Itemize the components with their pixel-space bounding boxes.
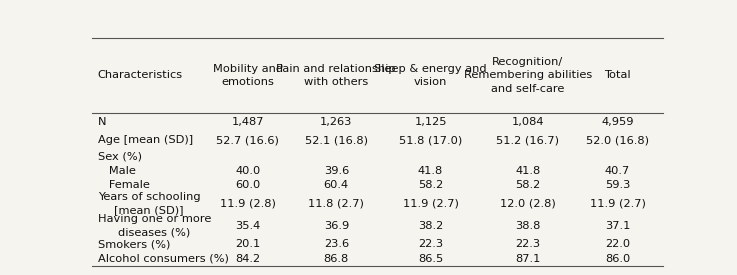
Text: Having one or more
diseases (%): Having one or more diseases (%) xyxy=(98,214,212,238)
Text: 41.8: 41.8 xyxy=(515,166,540,176)
Text: 52.0 (16.8): 52.0 (16.8) xyxy=(586,136,649,145)
Text: Male: Male xyxy=(98,166,136,176)
Text: 39.6: 39.6 xyxy=(324,166,349,176)
Text: 41.8: 41.8 xyxy=(418,166,443,176)
Text: 58.2: 58.2 xyxy=(418,180,443,191)
Text: 86.8: 86.8 xyxy=(324,254,349,264)
Text: 52.1 (16.8): 52.1 (16.8) xyxy=(305,136,368,145)
Text: 60.0: 60.0 xyxy=(235,180,260,191)
Text: 11.9 (2.7): 11.9 (2.7) xyxy=(590,199,646,209)
Text: 4,959: 4,959 xyxy=(601,117,634,128)
Text: Recognition/
Remembering abilities
and self-care: Recognition/ Remembering abilities and s… xyxy=(464,57,592,94)
Text: 52.7 (16.6): 52.7 (16.6) xyxy=(217,136,279,145)
Text: 35.4: 35.4 xyxy=(235,221,260,231)
Text: 36.9: 36.9 xyxy=(324,221,349,231)
Text: N: N xyxy=(98,117,106,128)
Text: Age [mean (SD)]: Age [mean (SD)] xyxy=(98,136,193,145)
Text: 60.4: 60.4 xyxy=(324,180,349,191)
Text: 1,084: 1,084 xyxy=(511,117,544,128)
Text: 51.2 (16.7): 51.2 (16.7) xyxy=(496,136,559,145)
Text: Years of schooling
[mean (SD)]: Years of schooling [mean (SD)] xyxy=(98,192,200,215)
Text: 51.8 (17.0): 51.8 (17.0) xyxy=(399,136,462,145)
Text: 86.0: 86.0 xyxy=(605,254,630,264)
Text: Characteristics: Characteristics xyxy=(98,70,183,80)
Text: 11.9 (2.8): 11.9 (2.8) xyxy=(220,199,276,209)
Text: 40.7: 40.7 xyxy=(605,166,630,176)
Text: 38.2: 38.2 xyxy=(418,221,443,231)
Text: 23.6: 23.6 xyxy=(324,239,349,249)
Text: Female: Female xyxy=(98,180,150,191)
Text: 11.8 (2.7): 11.8 (2.7) xyxy=(308,199,364,209)
Text: 58.2: 58.2 xyxy=(515,180,540,191)
Text: 22.3: 22.3 xyxy=(515,239,540,249)
Text: Mobility and
emotions: Mobility and emotions xyxy=(213,64,283,87)
Text: 37.1: 37.1 xyxy=(605,221,630,231)
Text: 1,125: 1,125 xyxy=(414,117,447,128)
Text: Sex (%): Sex (%) xyxy=(98,152,142,162)
Text: 38.8: 38.8 xyxy=(515,221,540,231)
Text: 12.0 (2.8): 12.0 (2.8) xyxy=(500,199,556,209)
Text: Smokers (%): Smokers (%) xyxy=(98,239,170,249)
Text: 20.1: 20.1 xyxy=(235,239,260,249)
Text: 22.3: 22.3 xyxy=(418,239,443,249)
Text: 40.0: 40.0 xyxy=(235,166,260,176)
Text: 11.9 (2.7): 11.9 (2.7) xyxy=(402,199,458,209)
Text: Sleep & energy and
vision: Sleep & energy and vision xyxy=(374,64,487,87)
Text: 22.0: 22.0 xyxy=(605,239,630,249)
Text: Alcohol consumers (%): Alcohol consumers (%) xyxy=(98,254,228,264)
Text: 87.1: 87.1 xyxy=(515,254,540,264)
Text: 86.5: 86.5 xyxy=(418,254,443,264)
Text: 1,263: 1,263 xyxy=(320,117,352,128)
Text: 84.2: 84.2 xyxy=(235,254,260,264)
Text: 59.3: 59.3 xyxy=(605,180,630,191)
Text: Pain and relationship
with others: Pain and relationship with others xyxy=(276,64,396,87)
Text: 1,487: 1,487 xyxy=(231,117,264,128)
Text: Total: Total xyxy=(604,70,631,80)
